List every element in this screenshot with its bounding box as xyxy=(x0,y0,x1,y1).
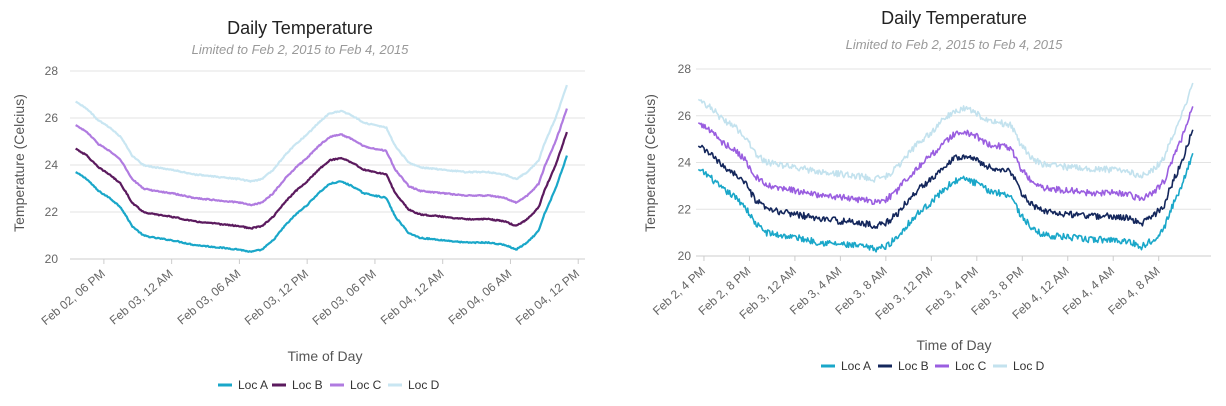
legend-label: Loc C xyxy=(350,378,382,392)
legend-item-loc-d[interactable]: Loc D xyxy=(993,359,1045,373)
x-tick-label: Feb 03, 12 PM xyxy=(242,267,311,328)
series-line-loc-a xyxy=(75,155,568,253)
legend-label: Loc A xyxy=(238,378,268,392)
temperature-chart-left: Daily Temperature Limited to Feb 2, 2015… xyxy=(11,18,585,392)
chart-subtitle: Limited to Feb 2, 2015 to Feb 4, 2015 xyxy=(846,37,1064,52)
series-line-loc-d xyxy=(697,82,1194,183)
legend-item-loc-b[interactable]: Loc B xyxy=(272,378,323,392)
y-axis-title: Temperature (Celcius) xyxy=(642,94,658,232)
series-line-loc-a xyxy=(697,152,1194,253)
y-tick-label: 24 xyxy=(678,156,692,170)
y-tick-label: 28 xyxy=(45,64,59,78)
legend-label: Loc A xyxy=(841,359,871,373)
legend-item-loc-b[interactable]: Loc B xyxy=(878,359,929,373)
y-tick-label: 22 xyxy=(678,202,692,216)
chart-panel-left: Daily Temperature Limited to Feb 2, 2015… xyxy=(11,18,585,392)
legend-item-loc-d[interactable]: Loc D xyxy=(388,378,440,392)
series-line-loc-c xyxy=(75,108,568,207)
series-line-loc-c xyxy=(697,106,1194,205)
chart-panel-right: Daily Temperature Limited to Feb 2, 2015… xyxy=(613,0,1226,406)
chart-title: Daily Temperature xyxy=(881,8,1027,28)
x-tick-label: Feb 04, 06 AM xyxy=(446,267,515,328)
x-axis-title: Time of Day xyxy=(917,337,992,353)
y-tick-label: 20 xyxy=(45,252,59,266)
temperature-chart-right: Daily Temperature Limited to Feb 2, 2015… xyxy=(642,8,1211,373)
y-tick-label: 24 xyxy=(45,158,59,172)
series-line-loc-b xyxy=(697,129,1194,229)
series-line-loc-b xyxy=(75,131,568,230)
y-tick-label: 28 xyxy=(678,62,692,76)
chart-title: Daily Temperature xyxy=(227,18,373,38)
legend-item-loc-a[interactable]: Loc A xyxy=(218,378,268,392)
x-axis-title: Time of Day xyxy=(288,348,363,364)
x-tick-label: Feb 03, 12 AM xyxy=(107,267,176,328)
legend-item-loc-c[interactable]: Loc C xyxy=(330,378,382,392)
legend-label: Loc D xyxy=(408,378,440,392)
legend-label: Loc B xyxy=(292,378,323,392)
legend-item-loc-c[interactable]: Loc C xyxy=(935,359,987,373)
x-tick-label: Feb 04, 12 AM xyxy=(378,267,447,328)
legend-item-loc-a[interactable]: Loc A xyxy=(821,359,871,373)
x-tick-label: Feb 02, 06 PM xyxy=(39,267,108,328)
y-axis-title: Temperature (Celcius) xyxy=(11,94,27,232)
x-tick-label: Feb 03, 06 AM xyxy=(175,267,244,328)
series-line-loc-d xyxy=(75,84,568,183)
y-tick-label: 22 xyxy=(45,205,59,219)
legend-label: Loc B xyxy=(898,359,929,373)
x-tick-label: Feb 03, 06 PM xyxy=(310,267,379,328)
y-tick-label: 26 xyxy=(45,111,59,125)
y-tick-label: 26 xyxy=(678,109,692,123)
chart-subtitle: Limited to Feb 2, 2015 to Feb 4, 2015 xyxy=(192,42,410,57)
y-tick-label: 20 xyxy=(678,249,692,263)
legend-label: Loc D xyxy=(1013,359,1045,373)
legend-label: Loc C xyxy=(955,359,987,373)
x-tick-label: Feb 04, 12 PM xyxy=(513,267,582,328)
